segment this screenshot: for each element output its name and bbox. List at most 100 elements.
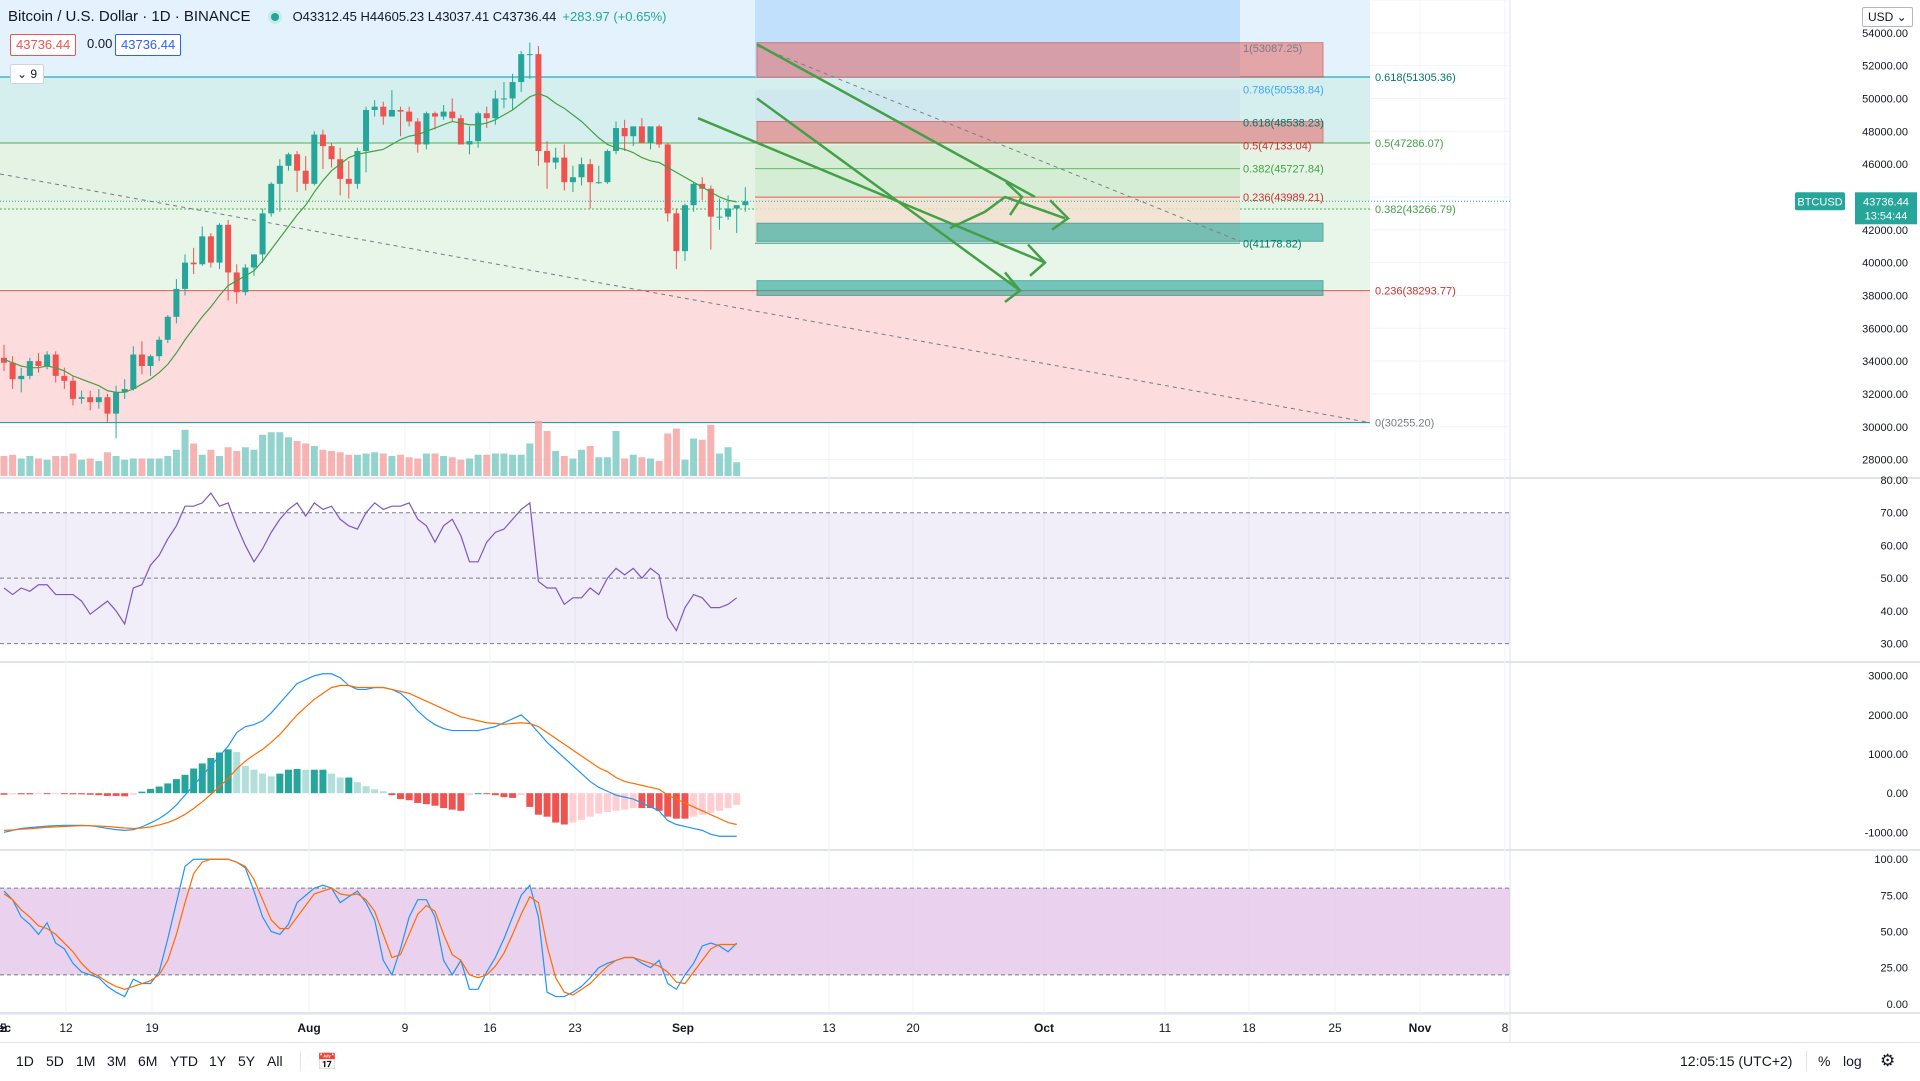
log-scale-toggle[interactable]: log — [1843, 1053, 1862, 1069]
candle-body — [9, 362, 16, 380]
macd-histogram-bar — [715, 793, 723, 811]
fib2-zone-05 — [755, 145, 1240, 198]
candle-body — [509, 82, 516, 99]
change-value: +283.97 (+0.65%) — [562, 9, 667, 24]
candle-body — [104, 397, 111, 414]
candle-body — [518, 54, 525, 83]
volume-bar — [707, 424, 715, 476]
candle-body — [345, 178, 352, 184]
volume-bar — [457, 459, 465, 476]
volume-bar — [655, 461, 663, 476]
candle-body — [733, 205, 740, 209]
currency-select[interactable]: USD ⌄ — [1862, 7, 1913, 27]
symbol-label-bg — [1795, 192, 1845, 211]
candle-body — [475, 113, 482, 142]
candle-body — [725, 208, 732, 217]
candle-body — [578, 164, 585, 178]
price-tick-label: 34000.00 — [1862, 356, 1908, 368]
price-tick-label: 48000.00 — [1862, 126, 1908, 138]
macd-histogram-bar — [474, 793, 482, 795]
price-tick-label: 42000.00 — [1862, 225, 1908, 237]
timezone-clock[interactable]: 12:05:15 (UTC+2) — [1680, 1053, 1793, 1069]
candle-body — [173, 288, 180, 317]
volume-bar — [448, 457, 456, 476]
candle-body — [190, 262, 197, 265]
volume-bar — [698, 439, 706, 476]
macd-histogram-bar — [336, 777, 344, 794]
volume-bar — [638, 457, 646, 476]
arrow-head-mid — [1027, 243, 1047, 277]
volume-bar — [129, 458, 137, 476]
macd-histogram-bar — [241, 765, 249, 794]
macd-histogram-bar — [319, 769, 327, 794]
timeframe-5y[interactable]: 5Y — [238, 1053, 256, 1069]
fib-label: 0(41178.82) — [1243, 238, 1302, 250]
volume-bar — [371, 452, 379, 476]
candle-body — [595, 182, 602, 184]
candle-body — [664, 144, 671, 214]
volume-bar — [34, 458, 42, 476]
percent-scale-toggle[interactable]: % — [1818, 1053, 1831, 1069]
candle-body — [250, 254, 257, 268]
stoch-tick-label: 50.00 — [1880, 927, 1908, 939]
candle-body — [457, 118, 464, 145]
candle-body — [656, 126, 663, 145]
fib-label: 0(30255.20) — [1375, 418, 1434, 430]
price-axis-bg — [1510, 0, 1920, 1042]
bottom-toolbar: 1D 5D 1M 3M 6M YTD 1Y 5Y All 📅 12:05:15 … — [0, 1042, 1920, 1081]
volume-bar — [422, 453, 430, 476]
candle-body — [207, 236, 214, 263]
gear-icon[interactable]: ⚙ — [1880, 1051, 1896, 1070]
volume-bar — [207, 449, 215, 476]
volume-bar — [483, 454, 491, 476]
volume-bar — [147, 458, 155, 476]
timeframe-1m[interactable]: 1M — [76, 1053, 96, 1069]
macd-tick-label: -1000.00 — [1865, 827, 1908, 839]
macd-histogram-bar — [672, 793, 680, 819]
candle-body — [199, 236, 206, 265]
channel-projection-line — [756, 97, 1021, 292]
candle-body — [113, 392, 120, 414]
volume-bar — [198, 454, 206, 476]
calendar-icon[interactable]: 📅 — [317, 1054, 337, 1071]
volume-bar — [233, 451, 241, 476]
candle-body — [182, 262, 189, 289]
candle-body — [638, 126, 645, 143]
timeframe-ytd[interactable]: YTD — [170, 1053, 198, 1069]
timeframe-5d[interactable]: 5D — [46, 1053, 64, 1069]
candle-body — [380, 106, 387, 117]
macd-histogram-bar — [552, 793, 560, 823]
macd-histogram-bar — [129, 793, 137, 795]
price-tick-label: 46000.00 — [1862, 159, 1908, 171]
volume-bar — [259, 434, 267, 476]
last-price-label: 43736.44 — [1863, 196, 1909, 208]
candle-body — [742, 201, 749, 206]
bid-price-box[interactable]: 43736.44 — [10, 34, 77, 56]
candle-body — [78, 397, 85, 399]
symbol-title[interactable]: Bitcoin / U.S. Dollar · 1D · BINANCE — [8, 8, 251, 25]
candle-body — [492, 98, 499, 119]
candle-body — [423, 113, 430, 145]
volume-bar — [388, 456, 396, 476]
price-tick-label: 30000.00 — [1862, 422, 1908, 434]
volume-bar — [353, 454, 361, 476]
volume-bar — [276, 432, 284, 476]
macd-histogram-bar — [543, 793, 551, 817]
macd-histogram-bar — [181, 774, 189, 794]
volume-bar — [681, 459, 689, 476]
chart-canvas[interactable]: 1(53087.25) 0.786(50538.84) 0.618(48538.23… — [0, 0, 1920, 1042]
macd-histogram-bar — [0, 793, 8, 795]
candle-body — [561, 157, 568, 183]
candle-body — [18, 375, 25, 380]
timeframe-6m[interactable]: 6M — [138, 1053, 158, 1069]
timeframe-1y[interactable]: 1Y — [209, 1053, 227, 1069]
indicator-length-box[interactable]: ⌄ 9 — [10, 64, 45, 84]
ask-price-box[interactable]: 43736.44 — [115, 34, 182, 56]
timeframe-all[interactable]: All — [267, 1053, 283, 1069]
timeframe-1d[interactable]: 1D — [16, 1053, 34, 1069]
fib-label: 0.786(50538.84) — [1243, 85, 1324, 97]
timeframe-3m[interactable]: 3M — [107, 1053, 127, 1069]
macd-histogram-bar — [345, 777, 353, 794]
macd-histogram-bar — [78, 793, 86, 795]
